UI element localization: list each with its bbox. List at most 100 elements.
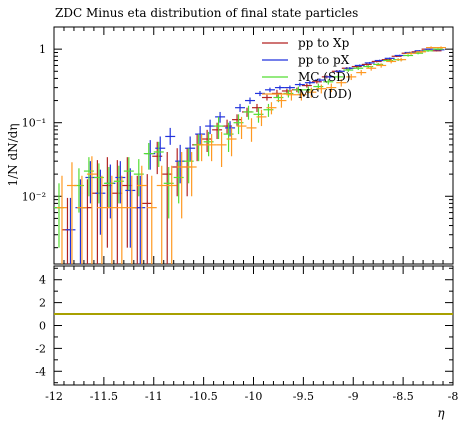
x-tick-label: -10 <box>245 390 263 403</box>
data-point <box>185 136 196 162</box>
data-point <box>115 161 126 204</box>
data-point <box>215 111 226 123</box>
data-point <box>65 197 76 264</box>
data-point <box>153 141 164 167</box>
data-point <box>256 109 267 127</box>
data-point <box>353 66 364 71</box>
data-point <box>212 122 223 140</box>
data-point <box>284 85 295 90</box>
data-point <box>252 103 262 112</box>
data-point <box>75 179 86 264</box>
data-point <box>264 87 275 93</box>
data-point <box>336 79 347 87</box>
data-point <box>196 134 207 162</box>
ratio-y-tick-label: -4 <box>35 365 46 378</box>
data-point <box>195 126 206 145</box>
data-point <box>346 73 357 81</box>
data-point <box>324 75 335 79</box>
data-point <box>106 175 117 264</box>
data-point <box>326 83 337 93</box>
data-point <box>306 87 317 98</box>
data-point <box>436 46 447 49</box>
main-plot-panel: 10⁻² 10⁻¹ 1 <box>22 26 454 265</box>
data-point <box>142 174 153 264</box>
y-tick-label: 10⁻² <box>22 190 46 203</box>
data-point <box>135 175 146 264</box>
data-point <box>266 102 277 115</box>
data-point <box>376 63 387 68</box>
data-point <box>433 48 444 51</box>
data-point <box>236 116 247 140</box>
data-point <box>334 70 345 73</box>
data-point <box>126 175 137 264</box>
data-point <box>116 175 127 264</box>
data-point <box>76 175 87 264</box>
data-point <box>276 94 287 108</box>
data-point <box>374 59 385 62</box>
data-point <box>424 48 435 50</box>
data-point <box>146 175 157 264</box>
data-point <box>406 51 417 55</box>
data-point <box>361 63 372 66</box>
ratio-plot-panel: -12 -11.5 -11 -10.5 -10 -9.5 -9 -8.5 -8 -4 -2 0 2 4 <box>35 265 459 403</box>
data-point <box>232 114 243 127</box>
legend-label: MC (SD) <box>298 70 351 84</box>
data-point <box>333 74 344 80</box>
data-point <box>314 78 325 82</box>
data-point <box>95 169 106 235</box>
data-point <box>56 175 67 264</box>
data-point <box>386 59 397 64</box>
data-point <box>384 57 395 60</box>
data-point <box>323 79 334 85</box>
data-point <box>301 83 312 88</box>
x-tick-label: -8 <box>448 390 459 403</box>
legend-label: pp to pX <box>298 53 350 67</box>
x-axis-label: η <box>437 406 445 420</box>
data-point <box>366 66 377 71</box>
data-point <box>394 54 405 57</box>
y-tick-label: 1 <box>39 43 46 56</box>
data-point <box>235 103 246 112</box>
legend-label: MC (DD) <box>298 87 352 101</box>
data-point <box>294 82 305 87</box>
data-point <box>66 162 77 264</box>
data-point <box>202 129 213 152</box>
data-point <box>281 88 292 94</box>
data-point <box>246 118 257 142</box>
y-tick-label: 10⁻¹ <box>22 117 46 130</box>
data-points <box>54 46 447 264</box>
legend-label: pp to Xp <box>298 36 350 50</box>
data-point <box>354 64 365 67</box>
x-tick-label: -11.5 <box>90 390 118 403</box>
x-tick-label: -10.5 <box>190 390 218 403</box>
x-tick-label: -11 <box>145 390 163 403</box>
x-tick-label: -9.5 <box>293 390 314 403</box>
data-point <box>145 140 156 170</box>
ratio-y-tick-label: 2 <box>39 297 46 310</box>
data-point <box>296 89 307 101</box>
x-tick-label: -12 <box>45 390 63 403</box>
x-tick-label: -8.5 <box>393 390 414 403</box>
ratio-y-tick-label: 4 <box>39 274 46 287</box>
data-point <box>274 85 285 90</box>
y-axis-label: 1/N dN/dη <box>6 123 20 186</box>
data-point <box>304 80 315 85</box>
data-point <box>165 127 176 145</box>
data-point <box>143 142 154 170</box>
data-point <box>243 105 254 120</box>
data-point <box>166 165 177 264</box>
data-point <box>216 131 227 167</box>
data-point <box>316 84 327 94</box>
data-point <box>396 57 407 62</box>
data-point <box>245 97 255 104</box>
data-point <box>186 151 197 197</box>
data-point <box>213 116 224 140</box>
data-point <box>426 46 437 49</box>
main-plot-frame <box>53 26 454 265</box>
data-point <box>85 161 96 204</box>
data-point <box>416 50 427 54</box>
data-point <box>86 156 97 264</box>
data-point <box>205 119 216 135</box>
data-point <box>123 157 134 191</box>
